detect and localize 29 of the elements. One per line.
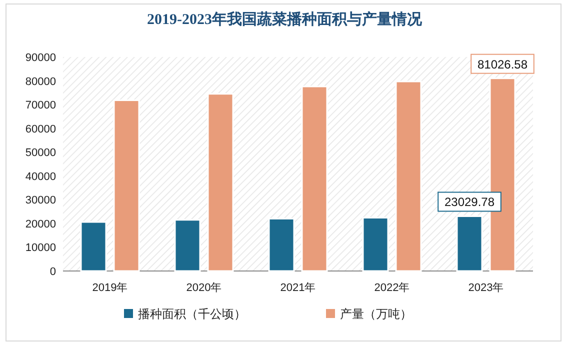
y-tick-label: 50000 (25, 147, 56, 160)
y-tick-label: 60000 (25, 123, 56, 136)
bar (301, 86, 328, 272)
x-tick-label: 2021年 (280, 282, 316, 294)
x-tick-label: 2023年 (468, 282, 504, 294)
x-tick-label: 2022年 (374, 282, 410, 294)
bar (113, 100, 140, 272)
y-tick-label: 20000 (25, 218, 56, 230)
bar (362, 216, 389, 272)
bar (207, 93, 234, 272)
y-tick-label: 10000 (25, 242, 56, 254)
chart-title: 2019-2023年我国蔬菜播种面积与产量情况 (147, 11, 423, 28)
bar (456, 215, 483, 272)
y-tick-label: 80000 (25, 76, 56, 88)
bar (174, 219, 201, 272)
bar (80, 221, 107, 272)
legend-label: 产量（万吨） (340, 307, 412, 321)
y-tick-label: 0 (50, 266, 56, 278)
x-tick-label: 2020年 (186, 282, 222, 294)
data-label: 81026.58 (477, 57, 528, 72)
y-tick-label: 90000 (25, 52, 56, 64)
y-tick-label: 30000 (25, 194, 56, 207)
bar (395, 80, 422, 272)
data-label: 23029.78 (444, 195, 495, 210)
y-tick-label: 40000 (25, 170, 56, 183)
y-tick-label: 70000 (25, 100, 56, 112)
x-tick-label: 2019年 (92, 282, 128, 294)
legend-label: 播种面积（千公顷） (138, 307, 246, 321)
bar (268, 218, 295, 272)
